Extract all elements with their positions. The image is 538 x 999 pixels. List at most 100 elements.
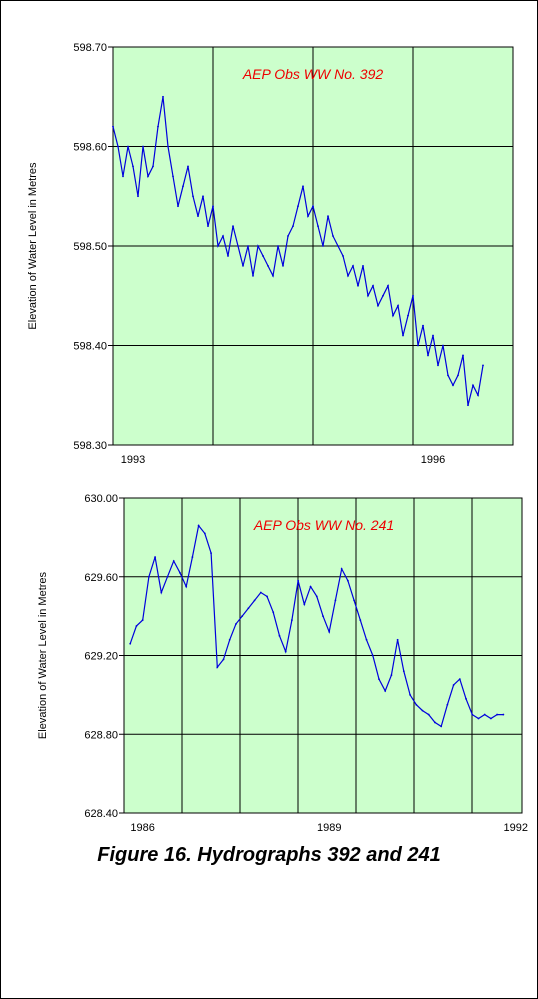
data-point — [402, 334, 404, 337]
data-point — [272, 611, 275, 614]
y-tick-label: 628.80 — [84, 729, 118, 741]
data-point — [452, 384, 454, 387]
data-point — [179, 571, 181, 574]
data-point — [462, 354, 464, 357]
x-tick-label: 1986 — [130, 822, 154, 834]
data-point — [402, 670, 405, 673]
data-point — [192, 195, 194, 198]
x-tick-label: 1989 — [317, 822, 341, 834]
data-point — [160, 591, 163, 594]
data-point — [210, 552, 212, 555]
data-point — [496, 713, 499, 716]
data-point — [467, 404, 469, 407]
data-point — [440, 725, 443, 728]
data-point — [303, 603, 306, 606]
data-point — [141, 619, 144, 621]
data-point — [187, 165, 189, 168]
data-point — [427, 713, 430, 716]
data-point — [262, 255, 264, 257]
data-point — [247, 245, 249, 247]
data-point — [409, 693, 411, 696]
data-point — [309, 585, 312, 588]
data-point — [197, 215, 199, 218]
data-point — [457, 374, 459, 377]
data-point — [267, 265, 269, 267]
data-point — [228, 638, 231, 641]
data-point — [422, 324, 424, 327]
data-point — [471, 713, 474, 716]
data-point — [327, 215, 329, 218]
data-point — [437, 364, 439, 367]
y-tick-label: 598.30 — [73, 440, 107, 452]
data-point — [407, 314, 409, 317]
data-point — [332, 235, 334, 237]
data-point — [252, 274, 254, 277]
data-point — [412, 294, 414, 297]
data-point — [202, 195, 204, 198]
y-tick-label: 629.60 — [84, 572, 118, 584]
data-point — [432, 334, 434, 337]
data-point — [266, 595, 268, 598]
data-point — [452, 684, 455, 686]
data-point — [322, 615, 324, 618]
y-axis-label: Elevation of Water Level in Metres — [27, 162, 39, 330]
data-point — [292, 225, 294, 228]
data-point — [417, 344, 419, 347]
data-point — [182, 185, 184, 188]
data-point — [396, 638, 399, 641]
data-point — [287, 235, 289, 237]
y-tick-label: 598.40 — [73, 341, 107, 353]
data-point — [216, 666, 219, 669]
data-point — [222, 658, 225, 661]
data-point — [147, 175, 149, 178]
chart-title: AEP Obs WW No. 241 — [253, 517, 394, 533]
data-point — [357, 284, 359, 287]
data-point — [397, 304, 399, 307]
data-point — [415, 703, 418, 706]
data-point — [172, 175, 174, 178]
data-point — [147, 575, 150, 578]
y-tick-label: 598.50 — [73, 241, 107, 253]
data-point — [137, 195, 139, 198]
data-point — [390, 674, 393, 677]
figure-caption: Figure 16. Hydrographs 392 and 241 — [97, 844, 441, 866]
data-point — [434, 721, 436, 724]
y-tick-label: 628.40 — [84, 808, 118, 820]
data-point — [112, 125, 114, 128]
data-point — [482, 364, 484, 367]
data-point — [203, 532, 206, 535]
data-point — [371, 654, 374, 657]
data-point — [337, 245, 339, 247]
data-point — [122, 175, 124, 178]
data-point — [465, 697, 467, 700]
data-point — [427, 354, 429, 357]
data-point — [166, 575, 169, 578]
data-point — [177, 205, 179, 208]
data-point — [152, 165, 154, 168]
hydrograph-392-chart: 598.70 598.60 598.50 598.40 598.30 AEP Obs WW… — [27, 42, 514, 466]
data-point — [502, 713, 505, 716]
y-axis-label: Elevation of Water Level in Metres — [37, 571, 49, 739]
data-point — [346, 579, 349, 582]
data-point — [232, 225, 234, 228]
data-point — [359, 619, 362, 621]
data-point — [284, 650, 287, 653]
data-point — [297, 579, 300, 582]
data-point — [277, 245, 279, 247]
data-point — [129, 642, 132, 645]
data-point — [421, 709, 424, 712]
data-point — [237, 245, 239, 247]
y-tick-label: 598.60 — [73, 142, 107, 154]
data-point — [377, 304, 379, 307]
data-point — [257, 245, 259, 247]
data-point — [472, 384, 474, 387]
y-tick-label: 598.70 — [73, 42, 107, 54]
data-point — [353, 599, 355, 602]
data-point — [207, 225, 209, 228]
data-point — [132, 165, 134, 168]
data-point — [352, 265, 354, 267]
data-point — [382, 294, 384, 297]
x-tick-label: 1996 — [421, 454, 445, 466]
data-point — [191, 556, 194, 558]
data-point — [253, 599, 256, 602]
